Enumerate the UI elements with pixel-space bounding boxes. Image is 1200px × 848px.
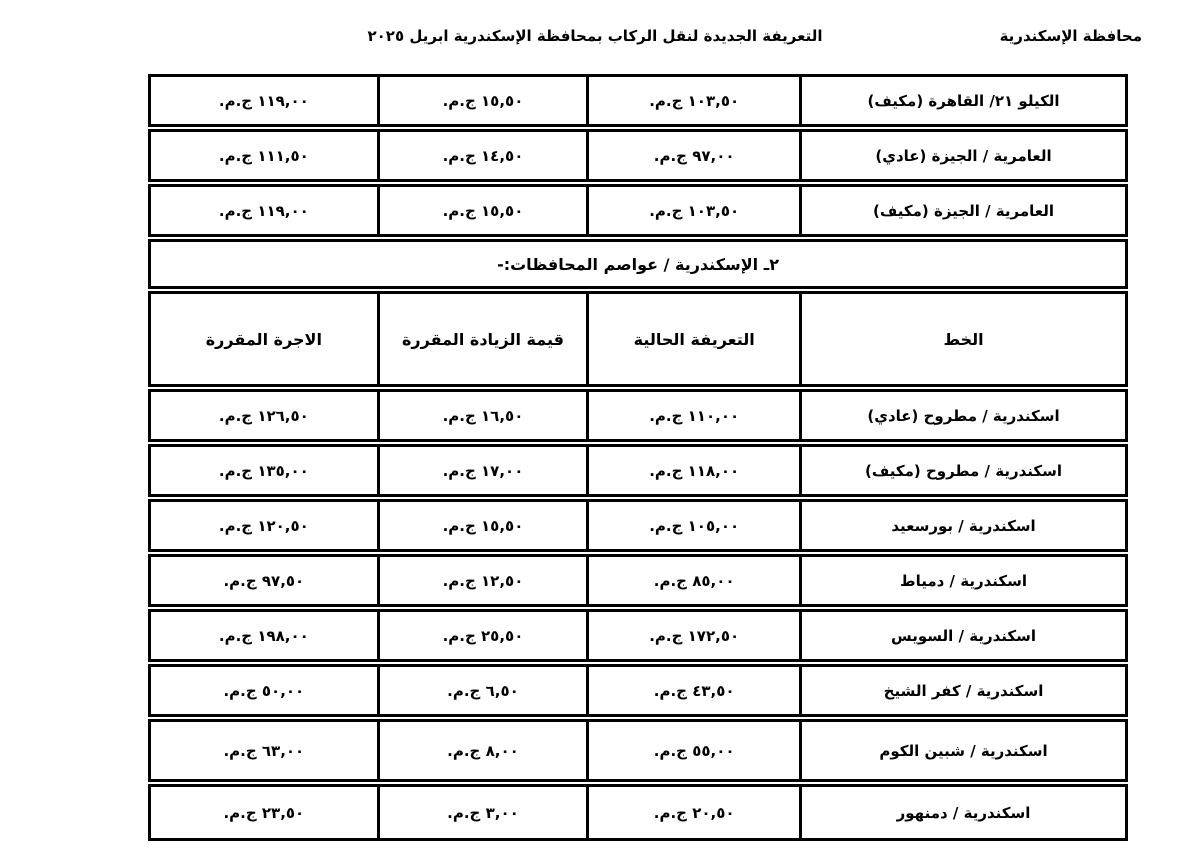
increase-cell: ٢٥,٥٠ ج.م. [380, 612, 590, 659]
col-header-line: الخط [943, 329, 984, 349]
approved-fare-cell: ١١١,٥٠ ج.م. [151, 132, 380, 179]
increase-cell: ١٦,٥٠ ج.م. [380, 392, 590, 439]
table-row: اسكندرية / دمياط ٨٥,٠٠ ج.م. ١٢,٥٠ ج.م. ٩… [148, 554, 1128, 607]
approved-fare-cell: ٩٧,٥٠ ج.م. [151, 557, 380, 604]
increase-cell: ٦,٥٠ ج.م. [380, 667, 590, 714]
table-row: اسكندرية / بورسعيد ١٠٥,٠٠ ج.م. ١٥,٥٠ ج.م… [148, 499, 1128, 552]
table-row: اسكندرية / شبين الكوم ٥٥,٠٠ ج.م. ٨,٠٠ ج.… [148, 719, 1128, 782]
route-cell: اسكندرية / دمنهور [896, 803, 1031, 822]
col-header-current: التعريفة الحالية [589, 294, 803, 384]
route-cell: العامرية / الجيزة (مكيف) [873, 201, 1054, 220]
table-row: الكيلو ٢١/ القاهرة (مكيف) ١٠٣,٥٠ ج.م. ١٥… [148, 74, 1128, 127]
current-fare-cell: ١٠٥,٠٠ ج.م. [589, 502, 803, 549]
route-cell: الكيلو ٢١/ القاهرة (مكيف) [867, 91, 1060, 110]
approved-fare-cell: ٦٣,٠٠ ج.م. [151, 722, 380, 779]
table-row: اسكندرية / مطروح (مكيف) ١١٨,٠٠ ج.م. ١٧,٠… [148, 444, 1128, 497]
approved-fare-cell: ٥٠,٠٠ ج.م. [151, 667, 380, 714]
current-fare-cell: ١٧٢,٥٠ ج.م. [589, 612, 803, 659]
increase-cell: ١٥,٥٠ ج.م. [380, 187, 590, 234]
fare-table: الكيلو ٢١/ القاهرة (مكيف) ١٠٣,٥٠ ج.م. ١٥… [148, 74, 1128, 843]
table-row: اسكندرية / السويس ١٧٢,٥٠ ج.م. ٢٥,٥٠ ج.م.… [148, 609, 1128, 662]
current-fare-cell: ٩٧,٠٠ ج.م. [589, 132, 803, 179]
current-fare-cell: ١٠٣,٥٠ ج.م. [589, 187, 803, 234]
section-title: ٢ـ الإسكندرية / عواصم المحافظات:- [497, 254, 779, 274]
route-cell: العامرية / الجيزة (عادي) [875, 146, 1052, 165]
governorate-label: محافظة الإسكندرية [999, 27, 1142, 45]
col-header-increase: قيمة الزيادة المقررة [380, 294, 590, 384]
current-fare-cell: ٨٥,٠٠ ج.م. [589, 557, 803, 604]
table-row: اسكندرية / دمنهور ٢٠,٥٠ ج.م. ٣,٠٠ ج.م. ٢… [148, 784, 1128, 841]
increase-cell: ١٧,٠٠ ج.م. [380, 447, 590, 494]
route-cell: اسكندرية / مطروح (عادي) [867, 406, 1060, 425]
current-fare-cell: ١١٨,٠٠ ج.م. [589, 447, 803, 494]
increase-cell: ١٤,٥٠ ج.م. [380, 132, 590, 179]
route-cell: اسكندرية / كفر الشيخ [883, 681, 1044, 700]
table-row: اسكندرية / مطروح (عادي) ١١٠,٠٠ ج.م. ١٦,٥… [148, 389, 1128, 442]
approved-fare-cell: ١١٩,٠٠ ج.م. [151, 77, 380, 124]
increase-cell: ٣,٠٠ ج.م. [380, 787, 590, 838]
current-fare-cell: ٤٣,٥٠ ج.م. [589, 667, 803, 714]
route-cell: اسكندرية / مطروح (مكيف) [865, 461, 1063, 480]
table-row: العامرية / الجيزة (مكيف) ١٠٣,٥٠ ج.م. ١٥,… [148, 184, 1128, 237]
current-fare-cell: ٢٠,٥٠ ج.م. [589, 787, 803, 838]
approved-fare-cell: ١٢٦,٥٠ ج.م. [151, 392, 380, 439]
current-fare-cell: ١١٠,٠٠ ج.م. [589, 392, 803, 439]
increase-cell: ١٥,٥٠ ج.م. [380, 77, 590, 124]
route-cell: اسكندرية / بورسعيد [891, 516, 1036, 535]
approved-fare-cell: ١٩٨,٠٠ ج.م. [151, 612, 380, 659]
table-row: العامرية / الجيزة (عادي) ٩٧,٠٠ ج.م. ١٤,٥… [148, 129, 1128, 182]
increase-cell: ١٢,٥٠ ج.م. [380, 557, 590, 604]
route-cell: اسكندرية / شبين الكوم [879, 741, 1048, 760]
approved-fare-cell: ١١٩,٠٠ ج.م. [151, 187, 380, 234]
increase-cell: ٨,٠٠ ج.م. [380, 722, 590, 779]
current-fare-cell: ٥٥,٠٠ ج.م. [589, 722, 803, 779]
route-cell: اسكندرية / السويس [891, 626, 1036, 645]
approved-fare-cell: ٢٣,٥٠ ج.م. [151, 787, 380, 838]
document-title: التعريفة الجديدة لنقل الركاب بمحافظة الإ… [367, 27, 823, 45]
route-cell: اسكندرية / دمياط [900, 571, 1028, 590]
approved-fare-cell: ١٣٥,٠٠ ج.م. [151, 447, 380, 494]
section-title-row: ٢ـ الإسكندرية / عواصم المحافظات:- [148, 239, 1128, 289]
current-fare-cell: ١٠٣,٥٠ ج.م. [589, 77, 803, 124]
table-header-row: الخط التعريفة الحالية قيمة الزيادة المقر… [148, 291, 1128, 387]
increase-cell: ١٥,٥٠ ج.م. [380, 502, 590, 549]
approved-fare-cell: ١٢٠,٥٠ ج.م. [151, 502, 380, 549]
table-row: اسكندرية / كفر الشيخ ٤٣,٥٠ ج.م. ٦,٥٠ ج.م… [148, 664, 1128, 717]
col-header-approved: الاجرة المقررة [151, 294, 380, 384]
